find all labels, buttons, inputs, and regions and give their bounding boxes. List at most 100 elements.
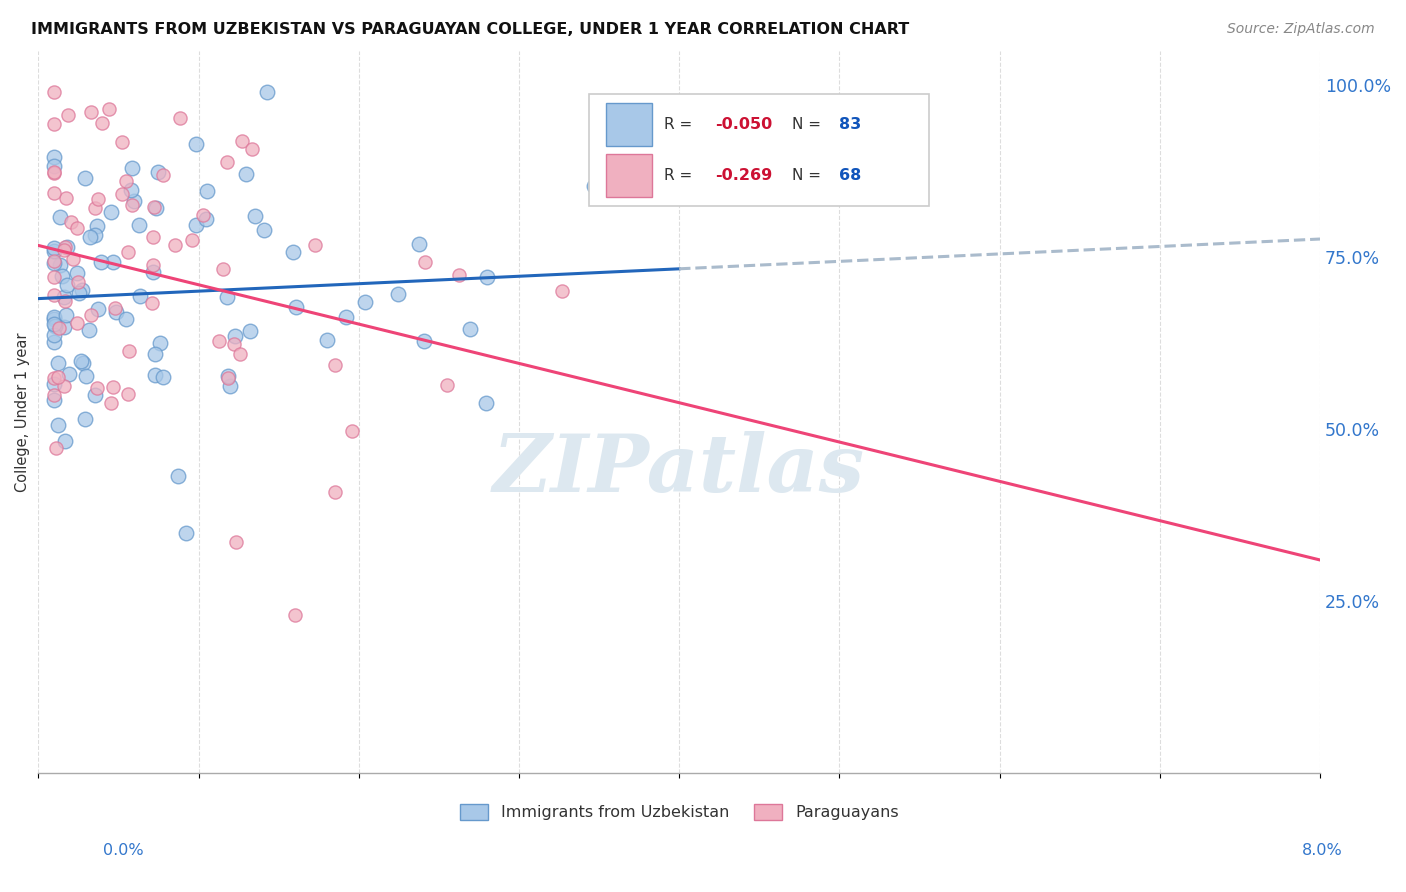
Point <box>44 393 66 408</box>
Point <box>582 179 605 194</box>
Point <box>84 227 107 242</box>
Point <box>165 237 187 252</box>
Text: -0.050: -0.050 <box>716 117 772 132</box>
Point <box>304 238 326 252</box>
Point <box>115 174 138 188</box>
Point <box>44 328 66 343</box>
Point <box>86 219 108 234</box>
Point <box>55 308 77 322</box>
Text: 0.0%: 0.0% <box>103 843 143 858</box>
FancyBboxPatch shape <box>606 154 652 196</box>
Point <box>115 312 138 326</box>
Point <box>335 310 357 324</box>
Point <box>148 165 170 179</box>
Point <box>48 320 70 334</box>
Text: R =: R = <box>664 117 697 132</box>
Point <box>59 214 82 228</box>
Point <box>284 607 307 622</box>
Point <box>56 240 79 254</box>
Point <box>181 233 204 247</box>
Point <box>229 347 252 361</box>
Point <box>58 108 80 122</box>
Point <box>44 151 66 165</box>
Point <box>44 244 66 258</box>
Point <box>45 441 67 455</box>
Point <box>191 208 214 222</box>
Point <box>90 116 112 130</box>
Point <box>551 284 574 298</box>
Point <box>413 334 436 348</box>
Point <box>218 379 240 393</box>
Point <box>174 526 197 541</box>
Point <box>66 275 89 289</box>
Point <box>117 244 139 259</box>
Point <box>44 270 66 285</box>
Text: 8.0%: 8.0% <box>1302 843 1343 858</box>
Point <box>103 380 125 394</box>
Point <box>44 287 66 301</box>
Point <box>53 240 76 254</box>
Point <box>475 395 498 409</box>
Point <box>169 112 191 126</box>
Point <box>62 252 84 266</box>
Point <box>44 85 66 99</box>
Point <box>44 335 66 350</box>
Point <box>240 142 263 156</box>
Point <box>49 210 72 224</box>
Point <box>44 370 66 384</box>
Text: -0.269: -0.269 <box>716 169 772 183</box>
Point <box>224 336 246 351</box>
Point <box>80 104 103 119</box>
Point <box>460 322 482 336</box>
Point <box>46 356 69 370</box>
Point <box>118 344 141 359</box>
Text: ZIPatlas: ZIPatlas <box>494 431 865 508</box>
Point <box>283 244 305 259</box>
Point <box>55 191 77 205</box>
Point <box>86 381 108 395</box>
Point <box>256 85 278 99</box>
Point <box>436 378 458 392</box>
Point <box>44 253 66 268</box>
Point <box>44 118 66 132</box>
Y-axis label: College, Under 1 year: College, Under 1 year <box>15 332 30 491</box>
Point <box>212 261 235 276</box>
Point <box>75 369 97 384</box>
Point <box>117 386 139 401</box>
Point <box>44 165 66 179</box>
Text: Source: ZipAtlas.com: Source: ZipAtlas.com <box>1227 22 1375 37</box>
Point <box>44 310 66 325</box>
Point <box>83 388 105 402</box>
Point <box>323 358 346 372</box>
Point <box>66 221 89 235</box>
Point <box>51 268 73 283</box>
Point <box>225 534 247 549</box>
Point <box>224 328 246 343</box>
Point <box>53 290 76 304</box>
Point <box>77 323 100 337</box>
Point <box>73 171 96 186</box>
Point <box>145 201 167 215</box>
Point <box>215 154 238 169</box>
Point <box>87 192 110 206</box>
Point <box>44 256 66 270</box>
Point <box>235 168 257 182</box>
Point <box>100 396 122 410</box>
Point <box>46 417 69 432</box>
Point <box>49 258 72 272</box>
Point <box>316 333 339 347</box>
Point <box>387 287 409 301</box>
Point <box>142 265 165 279</box>
Point <box>97 102 120 116</box>
Point <box>143 200 166 214</box>
Point <box>79 230 101 244</box>
Text: IMMIGRANTS FROM UZBEKISTAN VS PARAGUAYAN COLLEGE, UNDER 1 YEAR CORRELATION CHART: IMMIGRANTS FROM UZBEKISTAN VS PARAGUAYAN… <box>31 22 910 37</box>
Point <box>152 168 174 182</box>
Point <box>149 335 172 350</box>
Point <box>105 305 128 319</box>
Text: N =: N = <box>792 117 825 132</box>
Point <box>46 370 69 384</box>
Point <box>152 369 174 384</box>
Point <box>142 259 165 273</box>
Point <box>44 311 66 326</box>
